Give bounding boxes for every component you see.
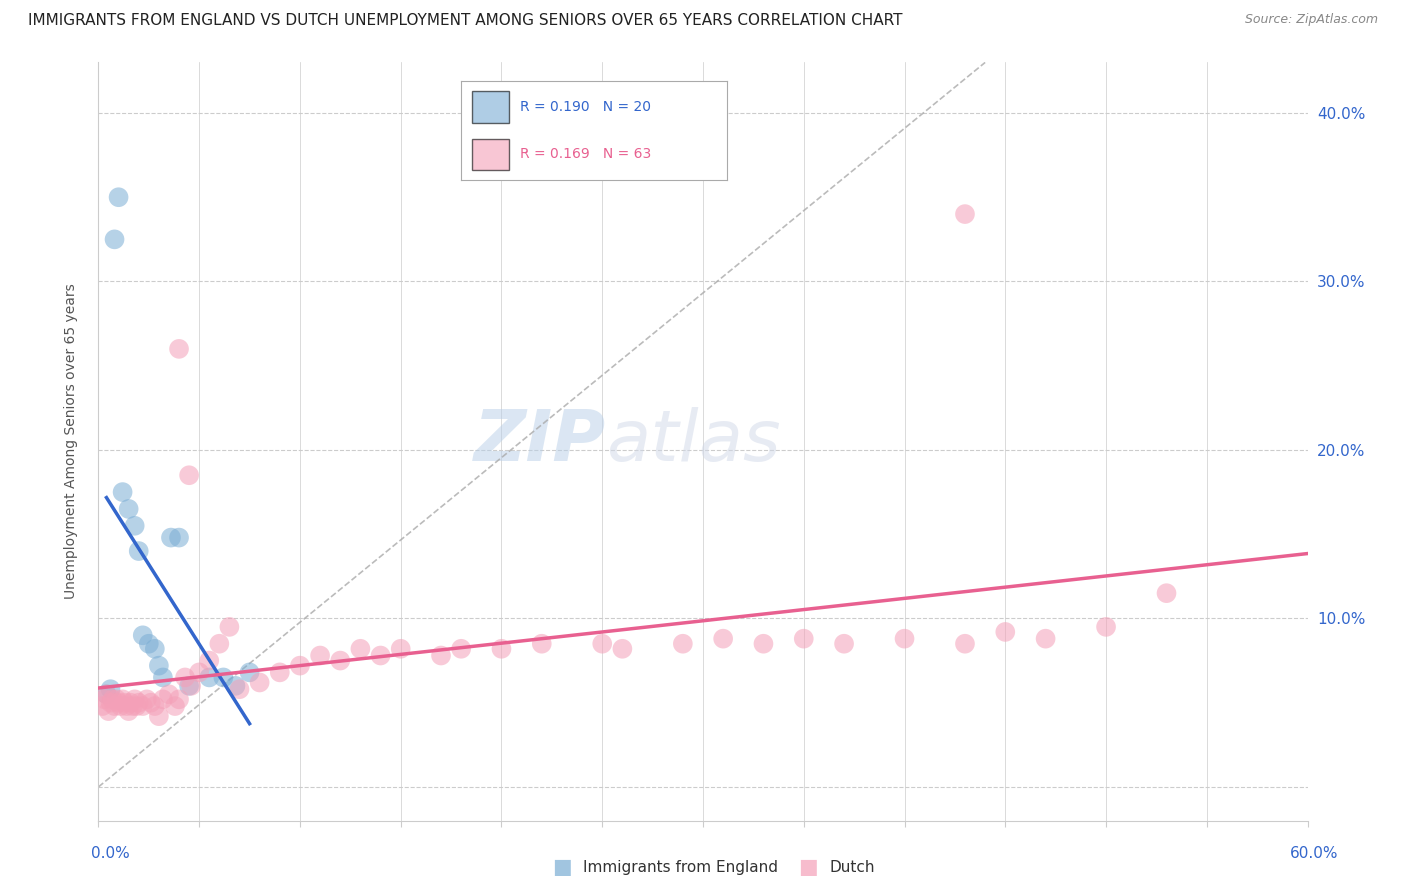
Point: [212, 670, 235, 684]
Point: [152, 670, 174, 684]
Point: [96, 687, 118, 701]
Point: [125, 699, 148, 714]
Point: [389, 641, 412, 656]
Point: [530, 637, 553, 651]
Point: [107, 696, 129, 710]
Text: ■: ■: [799, 857, 818, 877]
Point: [167, 342, 190, 356]
Text: atlas: atlas: [606, 407, 780, 476]
Point: [309, 648, 332, 663]
Point: [148, 709, 170, 723]
Point: [832, 637, 855, 651]
Text: 60.0%: 60.0%: [1291, 847, 1339, 861]
Point: [91, 699, 114, 714]
Point: [167, 692, 190, 706]
Point: [711, 632, 734, 646]
Point: [239, 665, 262, 680]
Point: [430, 648, 453, 663]
Point: [128, 544, 150, 558]
Point: [491, 641, 513, 656]
Point: [174, 670, 197, 684]
Point: [128, 696, 150, 710]
Point: [124, 692, 146, 706]
Text: IMMIGRANTS FROM ENGLAND VS DUTCH UNEMPLOYMENT AMONG SENIORS OVER 65 YEARS CORREL: IMMIGRANTS FROM ENGLAND VS DUTCH UNEMPLO…: [28, 13, 903, 29]
Point: [179, 468, 201, 483]
Point: [249, 675, 271, 690]
Point: [135, 692, 157, 706]
Point: [208, 637, 231, 651]
Point: [143, 699, 166, 714]
Point: [110, 699, 132, 714]
Point: [93, 692, 115, 706]
Point: [97, 704, 120, 718]
Point: [138, 637, 160, 651]
Point: [152, 692, 174, 706]
Point: [167, 531, 190, 545]
Point: [224, 679, 246, 693]
Point: [103, 232, 125, 246]
Point: [198, 670, 221, 684]
Text: ■: ■: [553, 857, 572, 877]
Point: [752, 637, 775, 651]
Point: [188, 665, 211, 680]
Point: [591, 637, 613, 651]
Point: [114, 696, 136, 710]
Point: [132, 628, 155, 642]
Point: [228, 682, 250, 697]
Point: [180, 679, 202, 693]
Point: [269, 665, 291, 680]
Point: [288, 658, 311, 673]
Point: [370, 648, 392, 663]
Point: [111, 485, 134, 500]
Point: [100, 682, 122, 697]
Point: [1035, 632, 1057, 646]
Point: [157, 687, 180, 701]
Point: [953, 637, 976, 651]
Point: [793, 632, 815, 646]
Point: [160, 531, 183, 545]
Point: [118, 502, 141, 516]
Point: [121, 699, 143, 714]
Point: [124, 518, 146, 533]
Point: [143, 641, 166, 656]
Point: [139, 696, 162, 710]
Y-axis label: Unemployment Among Seniors over 65 years: Unemployment Among Seniors over 65 years: [63, 284, 77, 599]
Point: [612, 641, 634, 656]
Point: [115, 699, 138, 714]
Point: [672, 637, 695, 651]
Point: [953, 207, 976, 221]
Point: [107, 190, 129, 204]
Point: [893, 632, 915, 646]
Point: [105, 692, 128, 706]
Point: [118, 704, 141, 718]
Point: [132, 699, 155, 714]
Point: [1156, 586, 1178, 600]
Point: [179, 679, 201, 693]
Point: [103, 699, 125, 714]
Point: [450, 641, 472, 656]
Point: [198, 654, 221, 668]
Point: [163, 699, 186, 714]
Point: [96, 687, 118, 701]
Point: [111, 692, 134, 706]
Text: Dutch: Dutch: [830, 860, 875, 874]
Text: ZIP: ZIP: [474, 407, 606, 476]
Point: [218, 620, 240, 634]
Point: [100, 696, 122, 710]
Point: [101, 692, 124, 706]
Text: Source: ZipAtlas.com: Source: ZipAtlas.com: [1244, 13, 1378, 27]
Text: 0.0%: 0.0%: [91, 847, 131, 861]
Text: Immigrants from England: Immigrants from England: [583, 860, 779, 874]
Point: [994, 624, 1017, 639]
Point: [1095, 620, 1118, 634]
Point: [349, 641, 371, 656]
Point: [329, 654, 352, 668]
Point: [148, 658, 170, 673]
Point: [120, 696, 142, 710]
